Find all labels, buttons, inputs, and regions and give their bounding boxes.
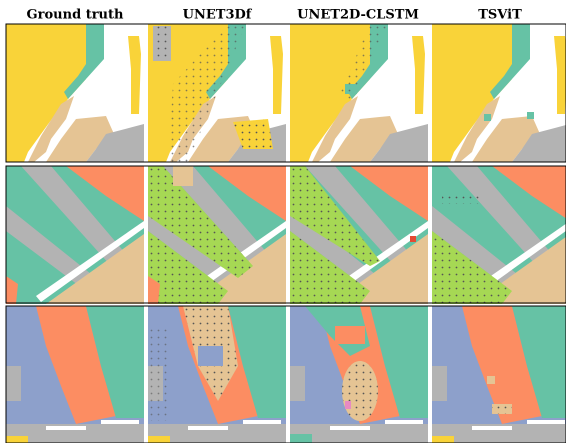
column-header: UNET3Df	[183, 8, 253, 23]
map-panel	[290, 24, 428, 162]
map-panel	[6, 24, 144, 162]
map-panel	[432, 166, 566, 304]
map-panel	[432, 24, 566, 162]
column-header: TSViT	[478, 8, 522, 23]
map-panel	[6, 306, 144, 443]
row-1	[5, 23, 566, 163]
map-panel	[148, 24, 286, 162]
map-panel	[6, 166, 144, 304]
map-panel	[148, 306, 286, 443]
row-2	[5, 165, 566, 304]
map-panel	[432, 306, 566, 443]
column-header: Ground truth	[27, 8, 124, 23]
map-panel	[148, 166, 286, 304]
map-panel	[290, 306, 428, 443]
map-panel	[290, 166, 428, 304]
row-3	[5, 305, 566, 443]
column-header: UNET2D-CLSTM	[297, 8, 419, 23]
